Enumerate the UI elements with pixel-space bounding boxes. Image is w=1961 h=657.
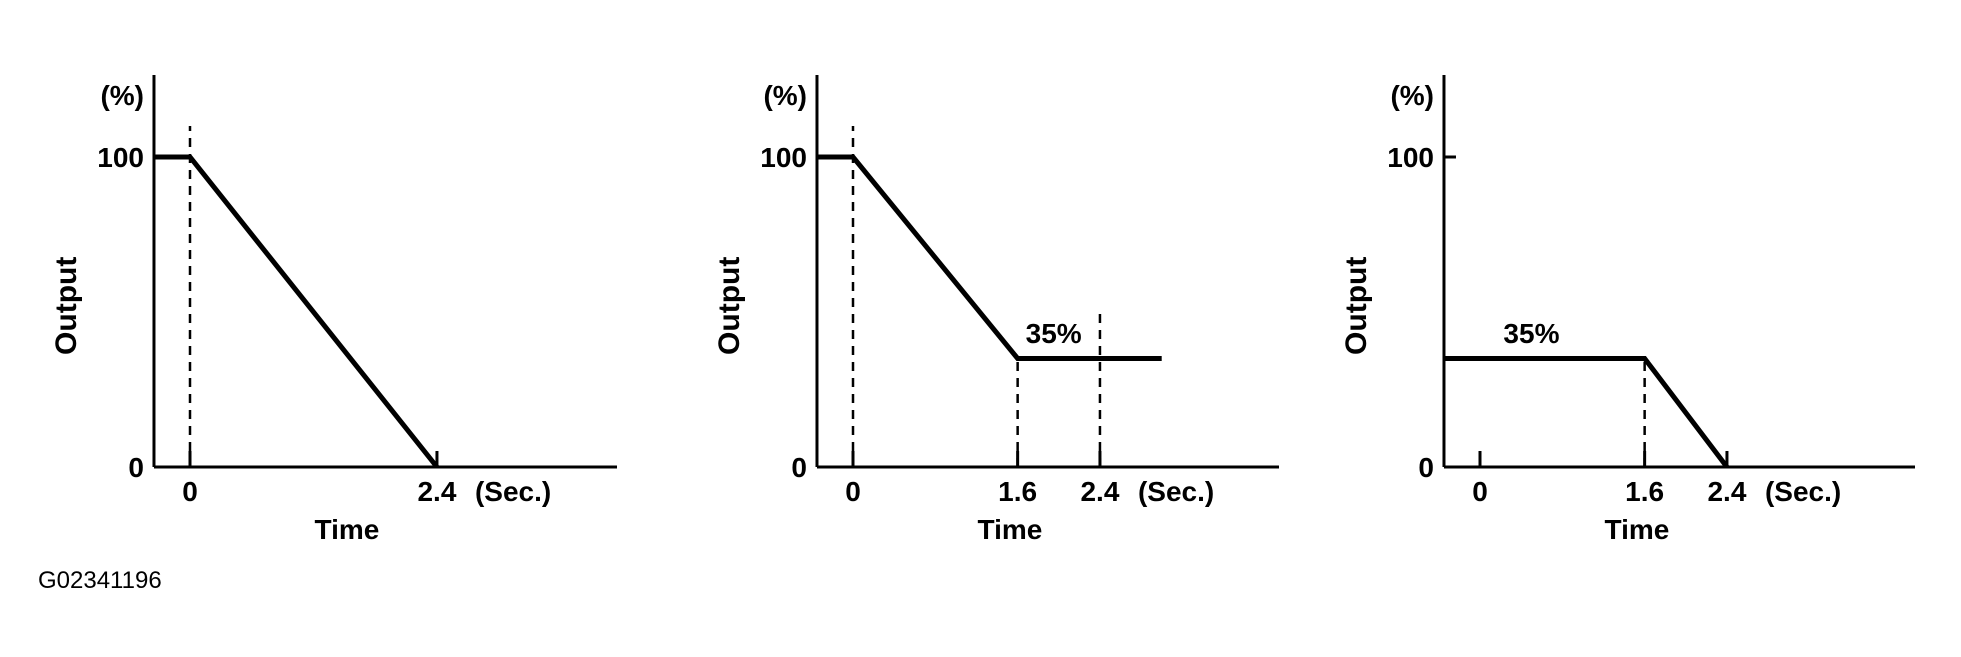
x-tick-label: 2.4 [1707, 476, 1746, 507]
chart-panel-1: 0 100 (%) 0 2.4 (Sec.) Time Output [50, 75, 617, 545]
x-tick-label: 1.6 [1625, 476, 1664, 507]
y-unit-label: (%) [100, 80, 144, 111]
figure-id: G02341196 [38, 567, 162, 594]
x-unit-label: (Sec.) [1765, 476, 1841, 507]
x-axis-label: Time [314, 514, 379, 545]
x-tick-label: 0 [1472, 476, 1488, 507]
chart-panel-3: 0 100 (%) 0 1.6 2.4 (Sec.) Time Output 35% [1340, 75, 1915, 545]
x-axis-label: Time [977, 514, 1042, 545]
y-tick-label: 0 [1418, 452, 1434, 483]
x-tick-label: 1.6 [998, 476, 1037, 507]
y-axis-label: Output [50, 257, 83, 355]
y-tick-label: 100 [97, 142, 144, 173]
annotation-label: 35% [1503, 318, 1559, 349]
series-line [153, 154, 439, 469]
annotation-label: 35% [1026, 318, 1082, 349]
series-line [816, 154, 1162, 361]
y-unit-label: (%) [1390, 80, 1434, 111]
x-tick-label: 0 [845, 476, 861, 507]
charts-container: 0 100 (%) 0 2.4 (Sec.) Time Output 0 100 (%) 0 1.6 2.… [50, 75, 1915, 545]
y-tick-label: 0 [791, 452, 807, 483]
x-tick-label: 2.4 [417, 476, 456, 507]
series-line [1443, 356, 1729, 469]
chart-panel-2: 0 100 (%) 0 1.6 2.4 (Sec.) Time Output 35% [713, 75, 1279, 545]
x-axis-label: Time [1604, 514, 1669, 545]
y-tick-label: 100 [1387, 142, 1434, 173]
x-tick-label: 2.4 [1080, 476, 1119, 507]
y-tick-label: 100 [760, 142, 807, 173]
x-tick-label: 0 [182, 476, 198, 507]
y-unit-label: (%) [763, 80, 807, 111]
y-axis-label: Output [713, 257, 746, 355]
x-unit-label: (Sec.) [475, 476, 551, 507]
y-tick-label: 0 [128, 452, 144, 483]
y-axis-label: Output [1340, 257, 1373, 355]
x-unit-label: (Sec.) [1138, 476, 1214, 507]
